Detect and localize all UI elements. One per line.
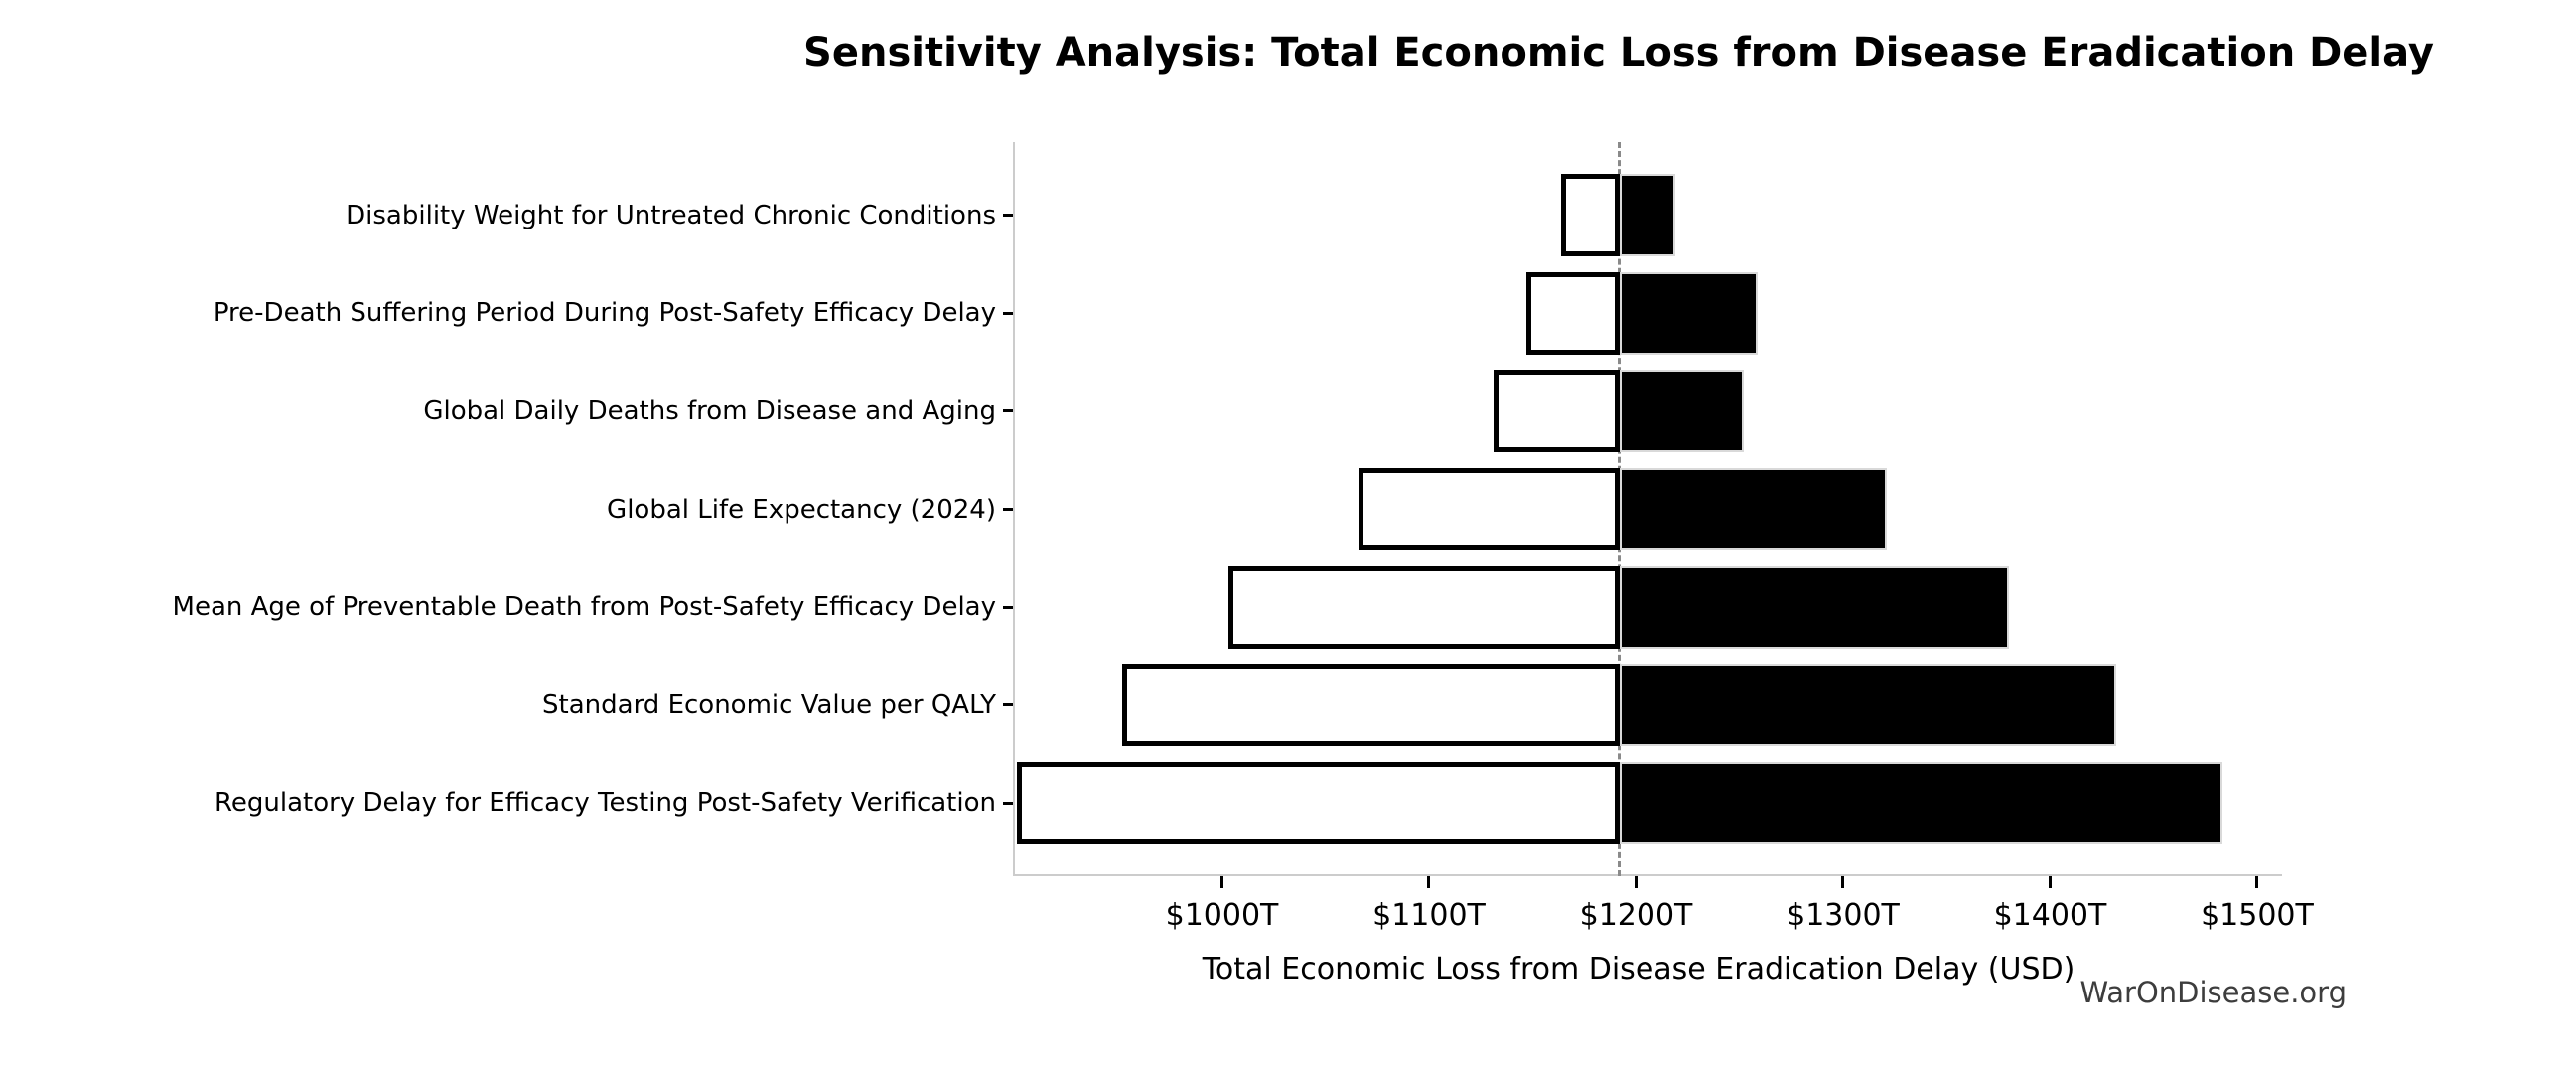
x-axis-tick-label: $1000T	[1165, 898, 1279, 933]
high-bar	[1619, 565, 2009, 649]
high-bar	[1619, 468, 1887, 550]
low-bar	[1561, 174, 1620, 257]
y-axis-tick	[1003, 311, 1013, 315]
high-bar	[1619, 761, 2222, 844]
x-axis-spine	[1013, 874, 2282, 876]
x-axis-tick	[2255, 876, 2259, 888]
low-bar	[1525, 271, 1620, 355]
low-bar	[1227, 565, 1620, 649]
high-bar	[1619, 271, 1759, 355]
low-bar	[1359, 468, 1620, 550]
y-axis-tick	[1003, 801, 1013, 805]
y-axis-tick-label: Regulatory Delay for Efficacy Testing Po…	[214, 788, 996, 819]
y-axis-tick-label: Pre-Death Suffering Period During Post-S…	[213, 298, 996, 329]
y-axis-tick-label: Standard Economic Value per QALY	[542, 689, 996, 720]
y-axis-tick	[1003, 409, 1013, 413]
low-bar	[1493, 370, 1620, 453]
x-axis-tick	[1427, 876, 1431, 888]
y-axis-tick-label: Global Daily Deaths from Disease and Agi…	[423, 395, 996, 426]
chart-title: Sensitivity Analysis: Total Economic Los…	[803, 30, 2434, 76]
y-axis-tick	[1003, 214, 1013, 218]
y-axis-tick-label: Global Life Expectancy (2024)	[607, 494, 996, 525]
low-bar	[1122, 664, 1620, 747]
y-axis-tick	[1003, 508, 1013, 511]
x-axis-tick	[1219, 876, 1223, 888]
x-axis-tick-label: $1300T	[1787, 898, 1900, 933]
x-axis-tick-label: $1400T	[1993, 898, 2107, 933]
x-axis-tick	[1634, 876, 1638, 888]
x-axis-tick-label: $1100T	[1372, 898, 1486, 933]
low-bar	[1017, 761, 1620, 844]
x-axis-tick	[1841, 876, 1845, 888]
y-axis-tick-label: Disability Weight for Untreated Chronic …	[346, 200, 996, 230]
high-bar	[1619, 174, 1676, 257]
x-axis-tick	[2048, 876, 2052, 888]
y-axis-tick-label: Mean Age of Preventable Death from Post-…	[172, 592, 996, 623]
x-axis-label: Total Economic Loss from Disease Eradica…	[1202, 952, 2075, 987]
y-axis-spine	[1013, 142, 1015, 876]
y-axis-tick	[1003, 605, 1013, 609]
y-axis-tick	[1003, 703, 1013, 707]
x-axis-tick-label: $1500T	[2201, 898, 2314, 933]
high-bar	[1619, 370, 1744, 453]
high-bar	[1619, 664, 2117, 747]
watermark-text: WarOnDisease.org	[2079, 976, 2347, 1009]
x-axis-tick-label: $1200T	[1579, 898, 1693, 933]
